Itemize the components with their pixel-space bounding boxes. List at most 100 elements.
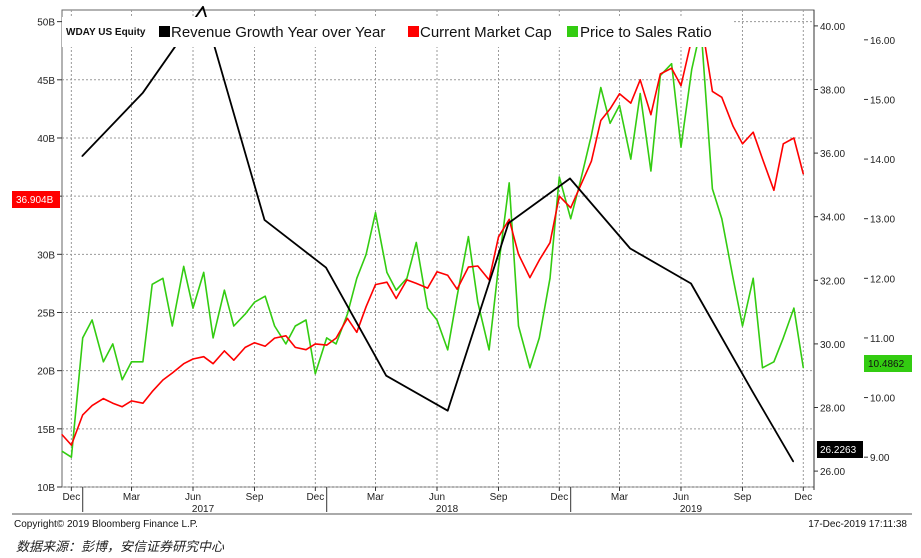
data-point-market-cap (680, 85, 682, 87)
right1-tick-label: 34.00 (820, 213, 845, 224)
data-point-market-cap (395, 297, 397, 300)
left-tick-label: 20B (37, 367, 55, 378)
data-point-price-to-sales (508, 182, 510, 184)
data-point-price-to-sales (203, 271, 205, 273)
data-point-price-to-sales (782, 337, 784, 339)
gridlines (62, 10, 814, 488)
right1-tick-label: 40.00 (820, 22, 845, 33)
data-point-market-cap (529, 277, 531, 279)
data-point-price-to-sales (650, 170, 652, 172)
legend-swatch-revenue (159, 26, 170, 37)
data-point-market-cap (497, 236, 500, 238)
data-point-market-cap (467, 266, 469, 268)
legend: WDAY US Equity Revenue Growth Year over … (62, 17, 734, 47)
data-point-price-to-sales (427, 307, 429, 309)
data-point-market-cap (314, 343, 316, 345)
revenue-last-value: 26.2263 (817, 441, 863, 458)
data-point-revenue-growth (325, 267, 327, 269)
legend-label-marketcap: Current Market Cap (420, 24, 552, 41)
data-point-market-cap (782, 143, 784, 145)
right2-tick-label: 14.00 (870, 155, 895, 166)
right-axis-1-ticks: 26.00 28.00 30.00 32.00 34.00 36.00 38.00 40.00 (814, 22, 845, 478)
data-point-market-cap (121, 406, 123, 408)
data-point-price-to-sales (395, 289, 397, 291)
data-point-price-to-sales (639, 92, 641, 95)
data-point-market-cap (386, 281, 388, 283)
data-point-market-cap (171, 372, 173, 374)
data-point-market-cap (650, 114, 652, 116)
data-point-market-cap (365, 306, 367, 308)
data-point-revenue-growth (81, 155, 83, 157)
data-point-market-cap (102, 398, 104, 400)
x-year-label: 2017 (192, 504, 215, 515)
data-point-price-to-sales (802, 367, 804, 369)
data-point-market-cap (773, 189, 775, 191)
data-point-price-to-sales (162, 277, 164, 279)
data-point-market-cap (456, 288, 458, 290)
data-point-revenue-growth (142, 92, 144, 94)
x-tick-label: Dec (550, 492, 568, 503)
legend-label-ps: Price to Sales Ratio (580, 24, 712, 41)
plot-frame (61, 9, 815, 488)
left-tick-label: 15B (37, 425, 55, 436)
data-point-price-to-sales (529, 367, 531, 369)
data-point-price-to-sales (691, 69, 693, 71)
x-tick-label: Mar (123, 492, 141, 503)
data-point-price-to-sales (761, 367, 764, 369)
x-tick-label: Mar (611, 492, 629, 503)
data-point-market-cap (82, 414, 84, 416)
data-point-market-cap (244, 346, 246, 348)
copyright: Copyright© 2019 Bloomberg Finance L.P. (14, 519, 198, 530)
data-point-price-to-sales (346, 313, 348, 315)
data-point-price-to-sales (61, 450, 63, 452)
data-point-market-cap (671, 67, 673, 69)
data-point-market-cap (406, 279, 408, 281)
data-point-price-to-sales (314, 373, 316, 375)
data-point-market-cap (294, 346, 296, 348)
data-point-price-to-sales (82, 337, 84, 339)
data-point-revenue-growth (569, 177, 571, 180)
data-point-price-to-sales (579, 182, 581, 184)
data-point-price-to-sales (752, 277, 754, 279)
data-point-price-to-sales (456, 295, 458, 297)
data-point-market-cap (130, 400, 133, 402)
data-point-price-to-sales (223, 289, 225, 291)
data-point-market-cap (142, 402, 144, 404)
x-tick-label: Jun (673, 492, 689, 503)
x-tick-label: Dec (62, 492, 80, 503)
data-point-revenue-growth (447, 410, 449, 412)
data-point-price-to-sales (406, 277, 408, 279)
right2-tick-label: 11.00 (870, 334, 895, 345)
x-tick-label: Sep (734, 492, 752, 503)
legend-label-revenue: Revenue Growth Year over Year (171, 24, 385, 41)
data-point-market-cap (223, 350, 225, 352)
data-point-price-to-sales (244, 313, 246, 315)
ps-last-value: 10.4862 (864, 355, 912, 372)
data-point-price-to-sales (233, 325, 235, 327)
data-point-revenue-growth (690, 282, 692, 285)
data-point-market-cap (609, 108, 611, 110)
data-point-price-to-sales (70, 456, 72, 458)
data-point-price-to-sales (488, 349, 490, 351)
source-note: 数据来源：彭博，安信证券研究中心 (16, 539, 225, 555)
data-point-market-cap (233, 359, 235, 361)
data-point-market-cap (558, 195, 560, 197)
data-point-price-to-sales (386, 271, 388, 273)
data-point-market-cap (346, 317, 348, 319)
data-point-price-to-sales (600, 86, 602, 89)
x-tick-label: Sep (490, 492, 508, 503)
left-tick-label: 40B (37, 134, 55, 145)
data-point-price-to-sales (112, 343, 114, 345)
left-tick-label: 10B (37, 483, 55, 494)
right1-tick-label: 28.00 (820, 404, 845, 415)
svg-text:10.4862: 10.4862 (868, 359, 905, 370)
data-point-price-to-sales (477, 301, 479, 303)
data-point-market-cap (212, 363, 214, 365)
data-point-revenue-growth (792, 461, 794, 463)
right2-tick-label: 13.00 (870, 215, 895, 226)
data-point-market-cap (590, 160, 593, 162)
data-point-price-to-sales (415, 241, 417, 244)
data-point-price-to-sales (274, 325, 276, 327)
left-tick-label: 30B (37, 250, 55, 261)
data-point-market-cap (618, 93, 621, 95)
